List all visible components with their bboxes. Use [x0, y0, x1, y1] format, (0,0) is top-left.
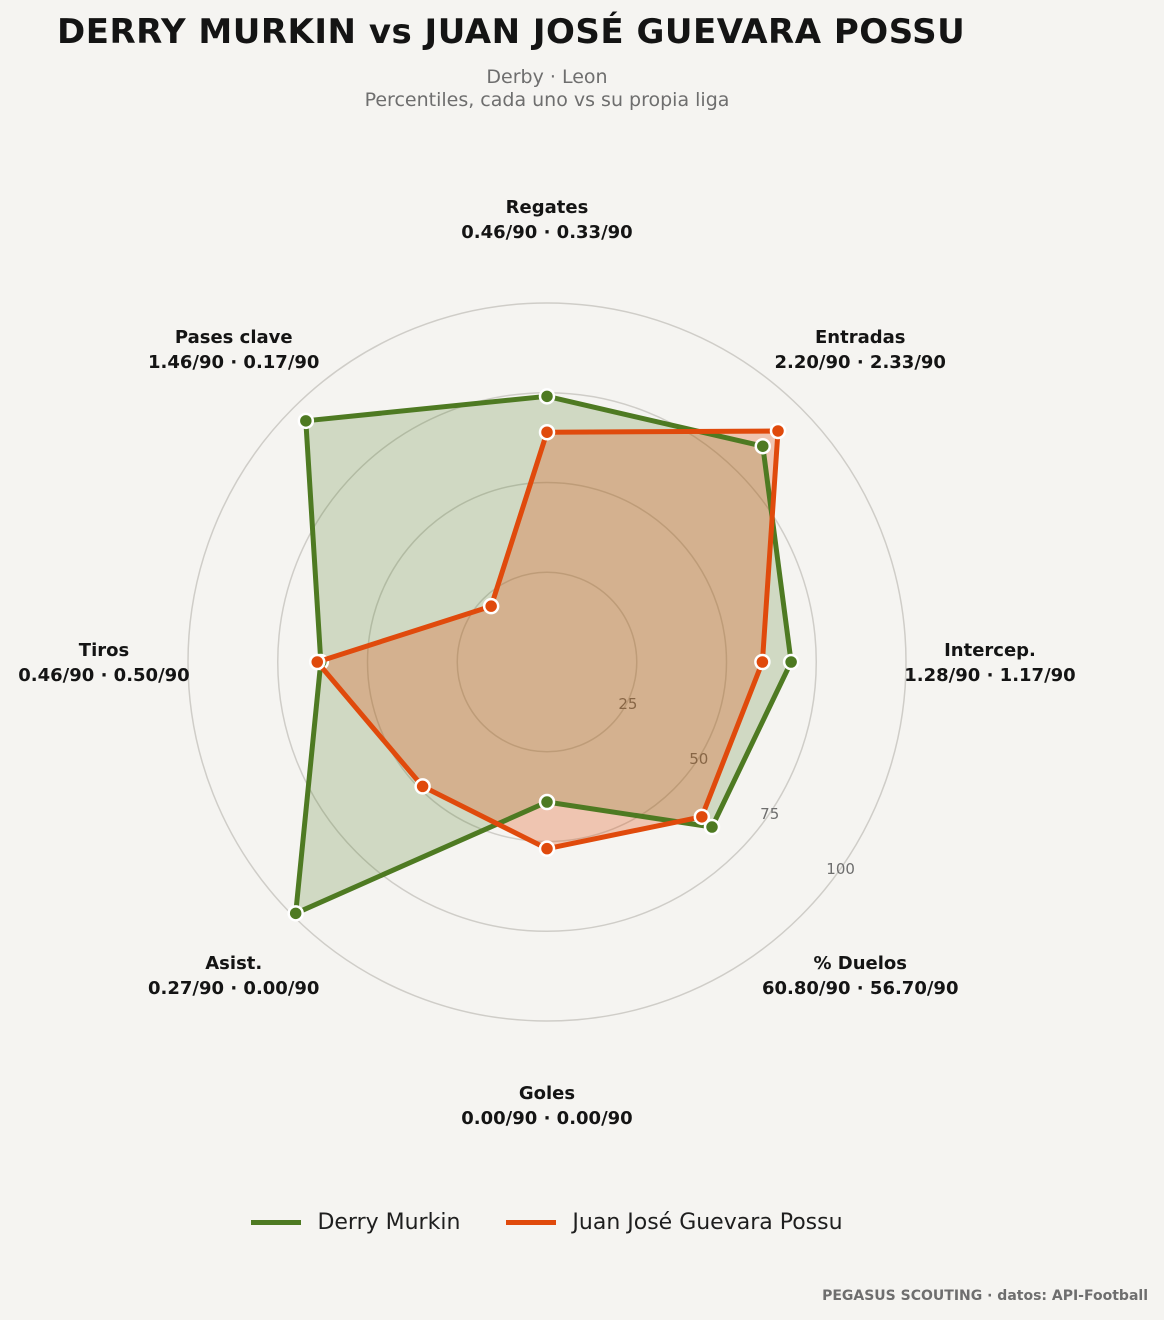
series-2-point-7 — [308, 653, 326, 671]
axis-values-5: 0.00/90 · 0.00/90 — [461, 1108, 632, 1129]
series-1-point-3 — [782, 653, 800, 671]
axis-labels: Regates 0.46/90 · 0.33/90 Entradas 2.20/90 … — [18, 197, 1075, 1129]
tick-label-25: 25 — [618, 695, 637, 713]
axis-name-5: Goles — [519, 1083, 575, 1104]
radar-series — [287, 388, 800, 922]
chart-title: DERRY MURKIN vs JUAN JOSÉ GUEVARA POSSU — [57, 12, 966, 52]
series-1-point-2 — [754, 437, 772, 455]
grid-ring-25 — [456, 571, 638, 753]
series-1-point-1 — [538, 388, 556, 405]
series-2-point-4 — [693, 808, 711, 826]
series-1-point-5 — [538, 793, 556, 811]
axis-label-group-3: Intercep. 1.28/90 · 1.17/90 — [904, 640, 1075, 686]
grid-ring-100 — [187, 302, 907, 1022]
series-area-2 — [317, 431, 778, 849]
series-2-point-6 — [414, 778, 431, 795]
axis-values-3: 1.28/90 · 1.17/90 — [904, 665, 1075, 686]
series-2-point-3 — [754, 653, 771, 671]
axis-values-7: 0.46/90 · 0.50/90 — [18, 665, 189, 686]
legend-item-series-1: Derry Murkin — [251, 1210, 460, 1235]
legend: Derry Murkin Juan José Guevara Possu — [0, 1210, 1094, 1235]
series-2-point-5 — [538, 840, 556, 857]
series-2-point-1 — [538, 423, 556, 441]
axis-label-group-2: Entradas 2.20/90 · 2.33/90 — [775, 327, 946, 373]
chart-subtitle-teams: Derby · Leon — [486, 66, 608, 88]
series-1-point-8 — [297, 412, 315, 430]
axis-label-group-4: % Duelos 60.80/90 · 56.70/90 — [762, 953, 959, 999]
footer-credit: PEGASUS SCOUTING · datos: API-Football — [822, 1288, 1148, 1304]
axis-values-2: 2.20/90 · 2.33/90 — [775, 352, 946, 373]
series-2-point-8 — [482, 597, 500, 615]
axis-name-8: Pases clave — [175, 327, 293, 348]
tick-label-50: 50 — [689, 750, 708, 768]
axis-label-group-5: Goles 0.00/90 · 0.00/90 — [461, 1083, 632, 1129]
axis-values-8: 1.46/90 · 0.17/90 — [148, 352, 319, 373]
axis-label-group-7: Tiros 0.46/90 · 0.50/90 — [18, 640, 189, 686]
axis-label-group-1: Regates 0.46/90 · 0.33/90 — [461, 197, 632, 243]
radar-chart: 25 50 75 100 Regates 0.46/90 · 0.33/90 Entrad… — [18, 197, 1075, 1129]
legend-label-series-1: Derry Murkin — [317, 1210, 461, 1235]
axis-name-7: Tiros — [79, 640, 129, 661]
chart-subtitle-description: Percentiles, cada uno vs su propia liga — [364, 89, 730, 111]
legend-swatch-series-2 — [506, 1220, 557, 1225]
axis-values-1: 0.46/90 · 0.33/90 — [461, 222, 632, 243]
legend-label-series-2: Juan José Guevara Possu — [572, 1210, 843, 1235]
axis-label-group-6: Asist. 0.27/90 · 0.00/90 — [148, 953, 319, 999]
legend-swatch-series-1 — [251, 1220, 302, 1225]
series-2-point-2 — [769, 422, 787, 440]
axis-name-6: Asist. — [205, 953, 262, 974]
axis-name-3: Intercep. — [944, 640, 1036, 661]
tick-label-100: 100 — [826, 860, 855, 878]
axis-label-group-8: Pases clave 1.46/90 · 0.17/90 — [148, 327, 319, 373]
axis-values-4: 60.80/90 · 56.70/90 — [762, 978, 959, 999]
series-1-point-6 — [287, 905, 304, 922]
axis-name-4: % Duelos — [813, 953, 907, 974]
axis-values-6: 0.27/90 · 0.00/90 — [148, 978, 319, 999]
legend-item-series-2: Juan José Guevara Possu — [506, 1210, 843, 1235]
axis-name-1: Regates — [506, 197, 589, 218]
axis-name-2: Entradas — [815, 327, 905, 348]
series-1-point-4 — [703, 818, 721, 836]
tick-label-75: 75 — [760, 805, 779, 823]
